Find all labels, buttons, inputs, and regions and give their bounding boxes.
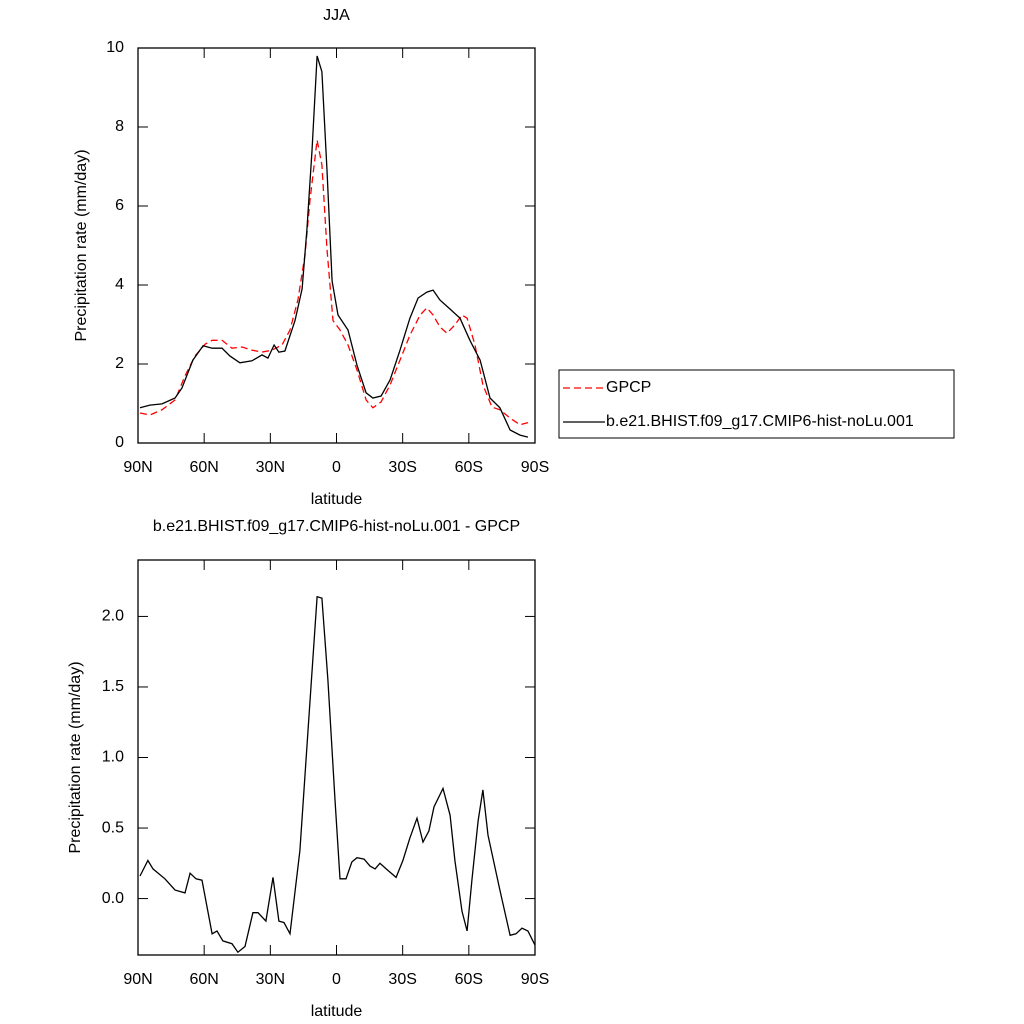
x-tick-label: 90S <box>521 459 549 476</box>
y-tick-label: 0 <box>115 434 124 451</box>
y-tick-label: 8 <box>115 118 124 135</box>
legend-box <box>558 369 955 439</box>
y-tick-label: 1.0 <box>102 749 124 766</box>
x-tick-label: 0 <box>332 971 341 988</box>
y-tick-label: 10 <box>106 39 124 56</box>
y-tick-label: 2 <box>115 355 124 372</box>
x-tick-label: 30S <box>388 459 416 476</box>
x-tick-label: 30S <box>388 971 416 988</box>
legend-label: GPCP <box>606 379 651 396</box>
y-tick-label: 4 <box>115 276 124 293</box>
data-line <box>139 139 531 426</box>
y-tick-label: 2.0 <box>102 608 124 625</box>
chart-title: JJA <box>323 7 350 24</box>
x-tick-label: 60S <box>455 459 483 476</box>
x-tick-label: 30N <box>256 971 285 988</box>
y-tick-label: 1.5 <box>102 678 124 695</box>
x-axis-label: latitude <box>311 491 363 508</box>
y-tick-label: 0.0 <box>102 890 124 907</box>
plot-frame <box>137 47 536 444</box>
y-axis-label: Precipitation rate (mm/day) <box>73 149 90 341</box>
plot-frame <box>137 559 536 956</box>
data-line <box>139 55 529 438</box>
y-tick-label: 0.5 <box>102 819 124 836</box>
x-tick-label: 60S <box>455 971 483 988</box>
x-tick-label: 30N <box>256 459 285 476</box>
x-tick-label: 90N <box>123 459 152 476</box>
y-axis-label: Precipitation rate (mm/day) <box>67 661 84 853</box>
x-tick-label: 90N <box>123 971 152 988</box>
legend-label: b.e21.BHIST.f09_g17.CMIP6-hist-noLu.001 <box>606 413 914 430</box>
data-line <box>139 595 536 954</box>
x-axis-label: latitude <box>311 1003 363 1020</box>
chart-title: b.e21.BHIST.f09_g17.CMIP6-hist-noLu.001 … <box>153 518 520 535</box>
x-tick-label: 60N <box>189 459 218 476</box>
x-tick-label: 60N <box>189 971 218 988</box>
y-tick-label: 6 <box>115 197 124 214</box>
x-tick-label: 90S <box>521 971 549 988</box>
x-tick-label: 0 <box>332 459 341 476</box>
